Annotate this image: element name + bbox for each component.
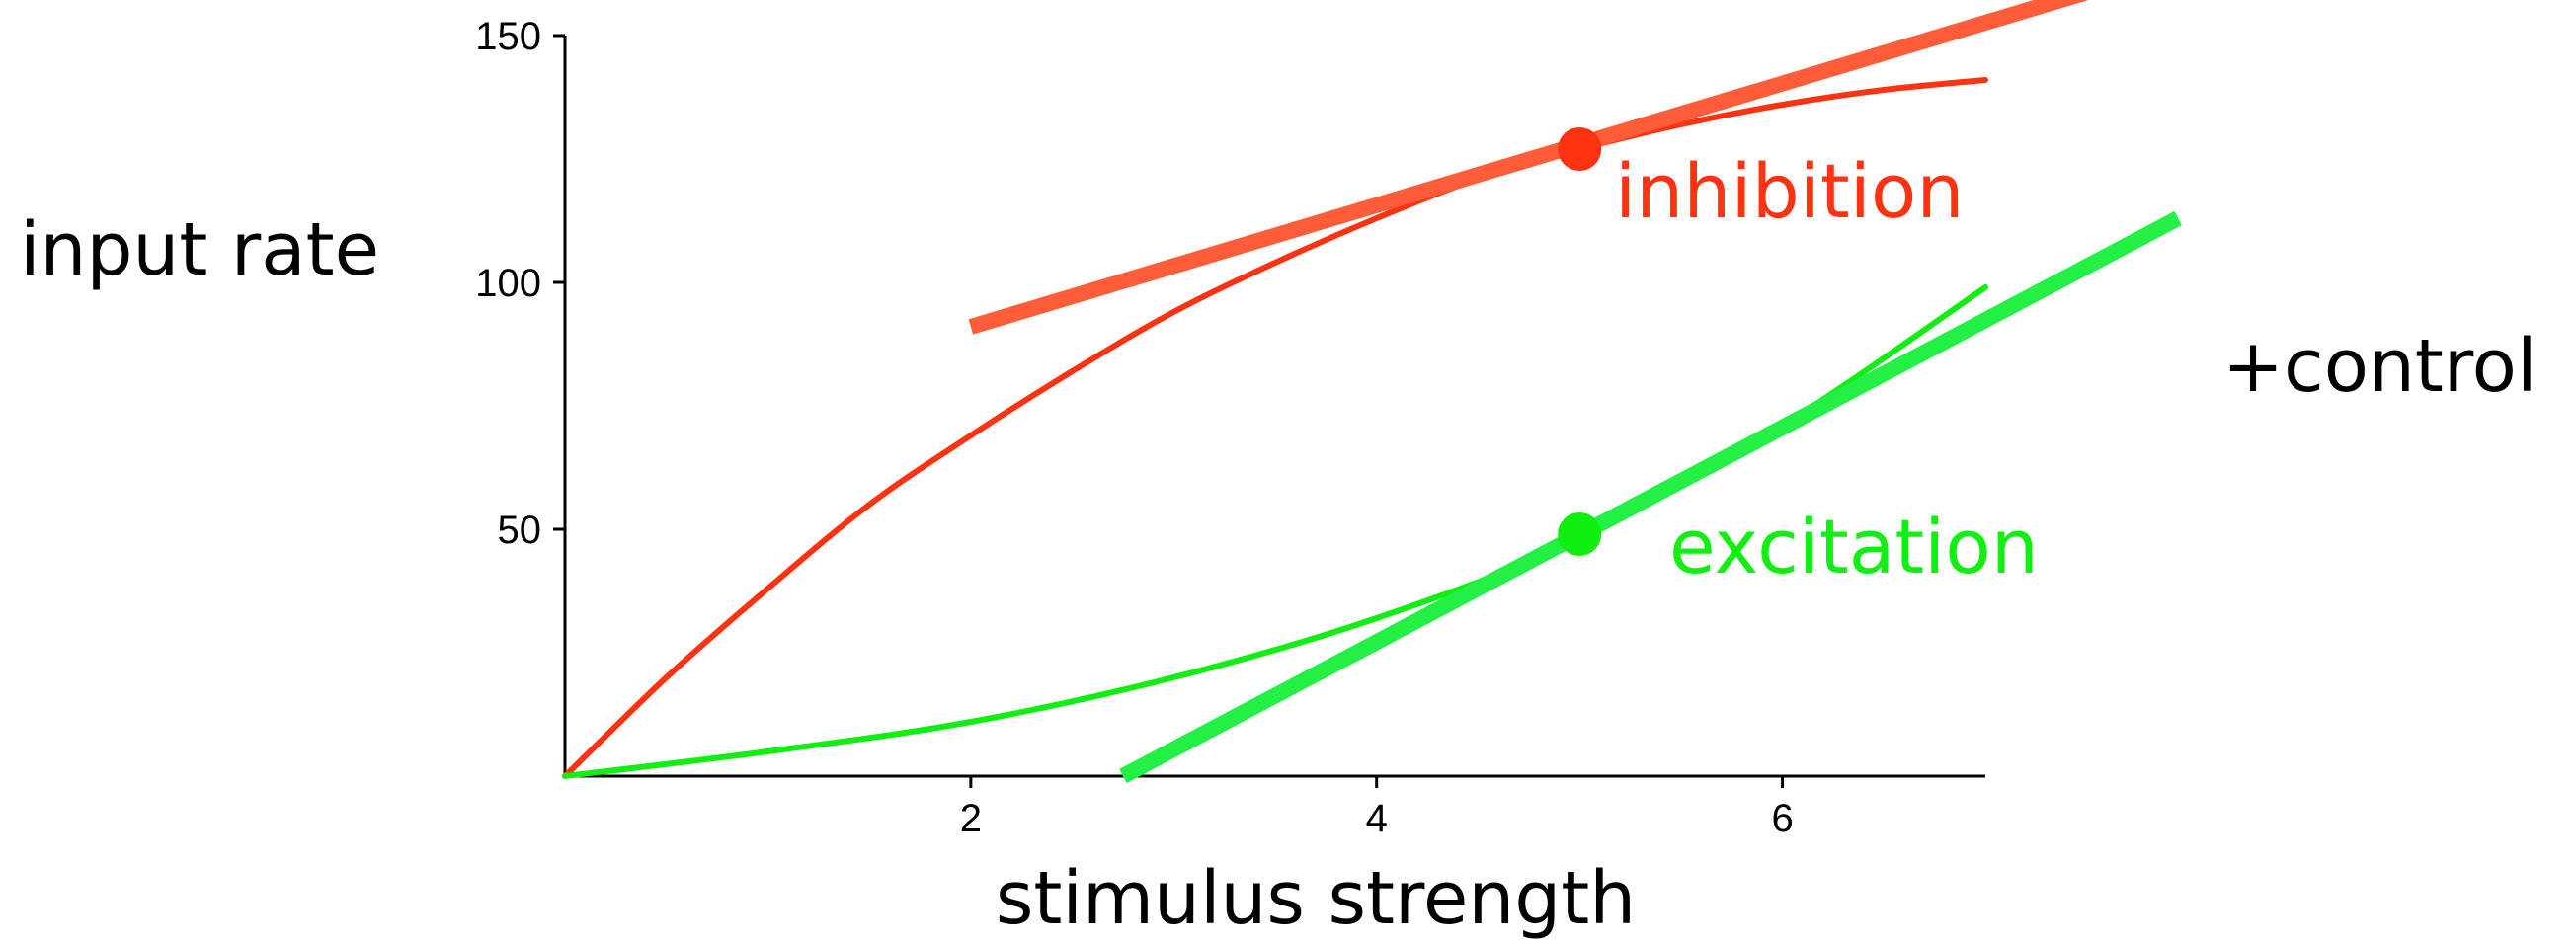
y-tick-label: 150: [475, 15, 541, 58]
axes: 2 4 6 50 100 150: [475, 15, 1985, 840]
excitation-operating-point: [1558, 512, 1602, 556]
control-annotation: +control: [2222, 324, 2537, 409]
x-tick-label: 2: [960, 797, 982, 840]
x-tick-label: 4: [1366, 797, 1388, 840]
inhibition-tangent-line: [968, 0, 2089, 335]
excitation-label: excitation: [1669, 503, 2039, 590]
inhibition-operating-point: [1558, 127, 1602, 171]
excitation-tangent-line: [1119, 210, 2182, 784]
y-tick-label: 50: [498, 509, 542, 552]
inhibition-label: inhibition: [1615, 147, 1965, 235]
y-tick-label: 100: [475, 262, 541, 305]
ticks: 2 4 6 50 100 150: [475, 15, 1793, 840]
x-tick-label: 6: [1771, 797, 1793, 840]
series-marks: [562, 0, 2182, 784]
inhibition-curve: [562, 77, 1988, 779]
y-axis-label: input rate: [20, 207, 379, 292]
x-axis-label: stimulus strength: [996, 856, 1636, 941]
